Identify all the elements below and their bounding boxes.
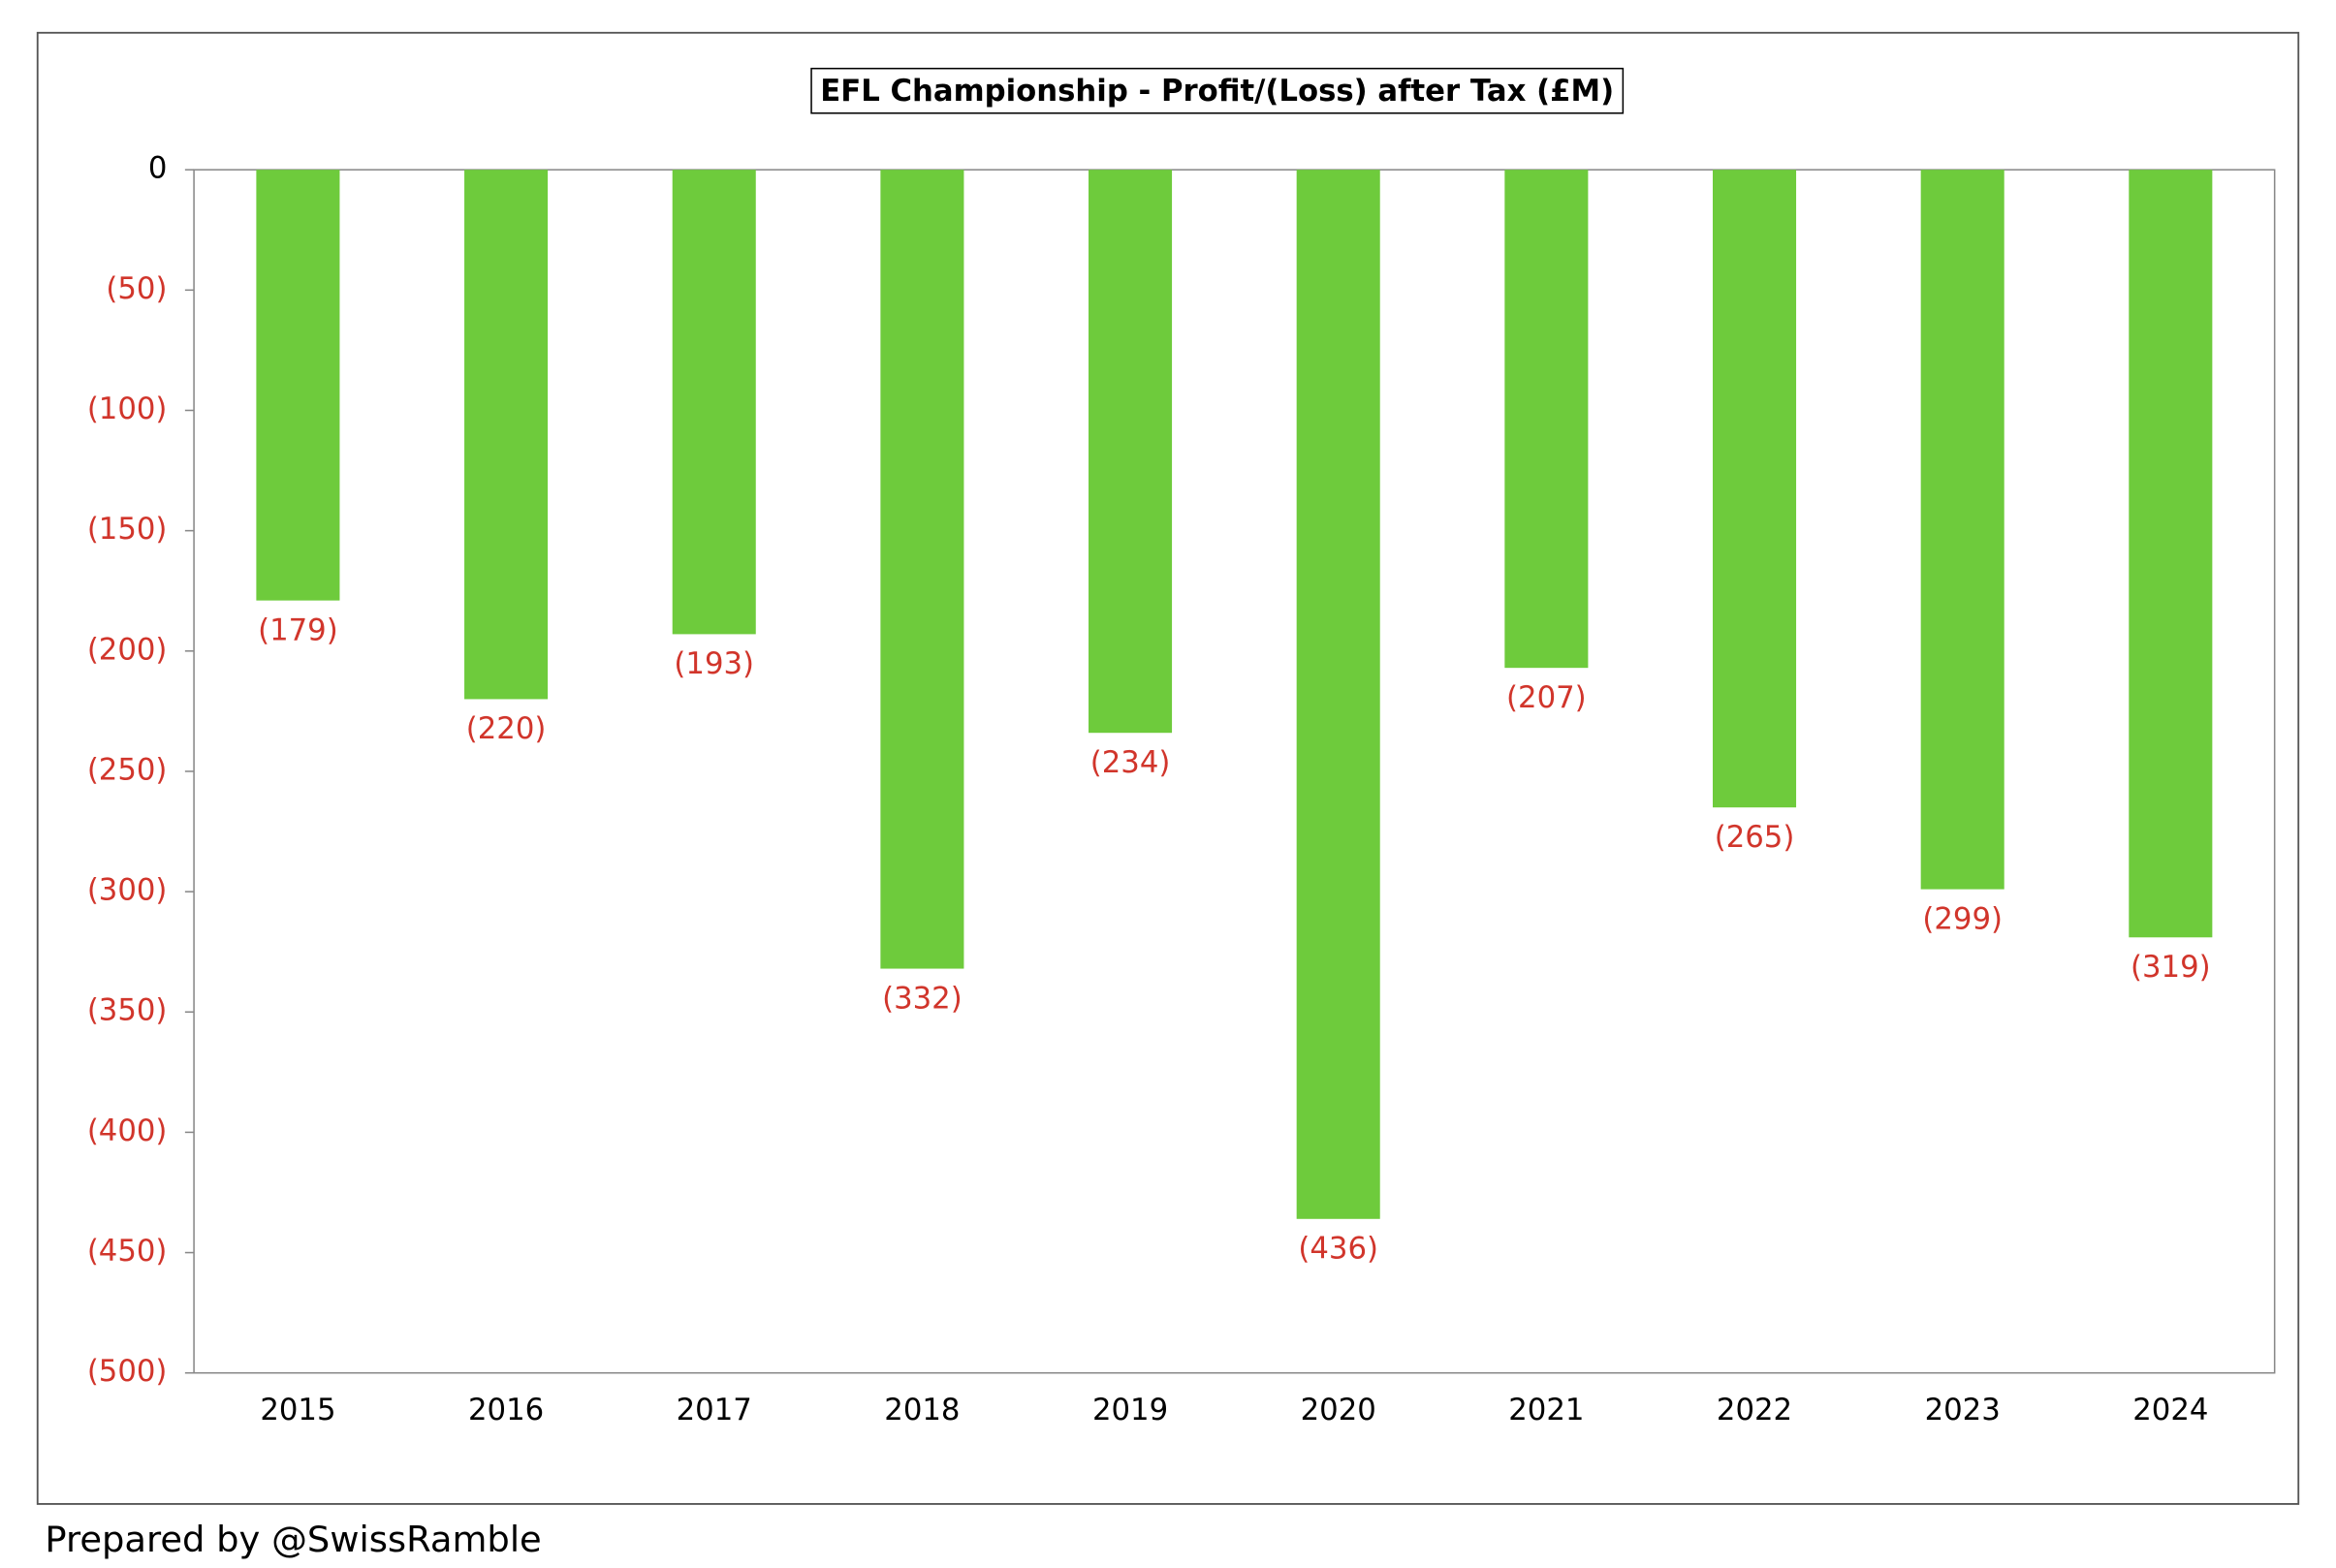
value-label: (299)	[1922, 901, 2003, 936]
y-tick-label: (50)	[106, 271, 167, 306]
x-tick-label: 2018	[884, 1393, 960, 1427]
x-tick-label: 2017	[677, 1393, 752, 1427]
bar	[1504, 170, 1589, 669]
value-label: (265)	[1715, 820, 1795, 855]
bar	[672, 170, 756, 635]
bar	[1712, 170, 1797, 808]
bar	[2129, 170, 2213, 938]
bar	[256, 170, 340, 601]
value-label: (220)	[466, 711, 547, 746]
y-tick-label: (450)	[87, 1234, 168, 1269]
x-tick-label: 2020	[1301, 1393, 1376, 1427]
chart-border	[36, 31, 2300, 1505]
chart-title: EFL Championship - Profit/(Loss) after T…	[820, 74, 1614, 109]
value-label: (207)	[1506, 680, 1587, 715]
y-tick-label: (150)	[87, 512, 168, 547]
y-tick-label: (300)	[87, 873, 168, 908]
title-box	[810, 67, 1625, 114]
y-tick-label: 0	[148, 151, 168, 186]
value-label: (436)	[1298, 1232, 1378, 1267]
x-tick-label: 2024	[2132, 1393, 2208, 1427]
x-tick-label: 2016	[468, 1393, 544, 1427]
x-tick-label: 2023	[1925, 1393, 2001, 1427]
x-tick-label: 2015	[260, 1393, 335, 1427]
bar	[1296, 170, 1380, 1219]
x-tick-label: 2022	[1717, 1393, 1792, 1427]
y-tick-label: (250)	[87, 752, 168, 787]
y-tick-label: (400)	[87, 1113, 168, 1148]
value-label: (319)	[2131, 950, 2211, 985]
value-label: (234)	[1090, 745, 1171, 780]
bar	[1920, 170, 2005, 890]
y-tick-label: (350)	[87, 993, 168, 1028]
value-label: (332)	[882, 981, 963, 1016]
value-label: (179)	[258, 612, 338, 647]
bar	[464, 170, 549, 700]
x-tick-label: 2019	[1092, 1393, 1168, 1427]
bar	[1089, 170, 1173, 734]
bar	[880, 170, 964, 969]
y-tick-label: (100)	[87, 392, 168, 426]
value-label: (193)	[674, 646, 754, 681]
y-tick-label: (500)	[87, 1354, 168, 1389]
footer: Prepared by @SwissRamble	[45, 1519, 541, 1560]
y-tick-label: (200)	[87, 632, 168, 667]
x-tick-label: 2021	[1508, 1393, 1584, 1427]
